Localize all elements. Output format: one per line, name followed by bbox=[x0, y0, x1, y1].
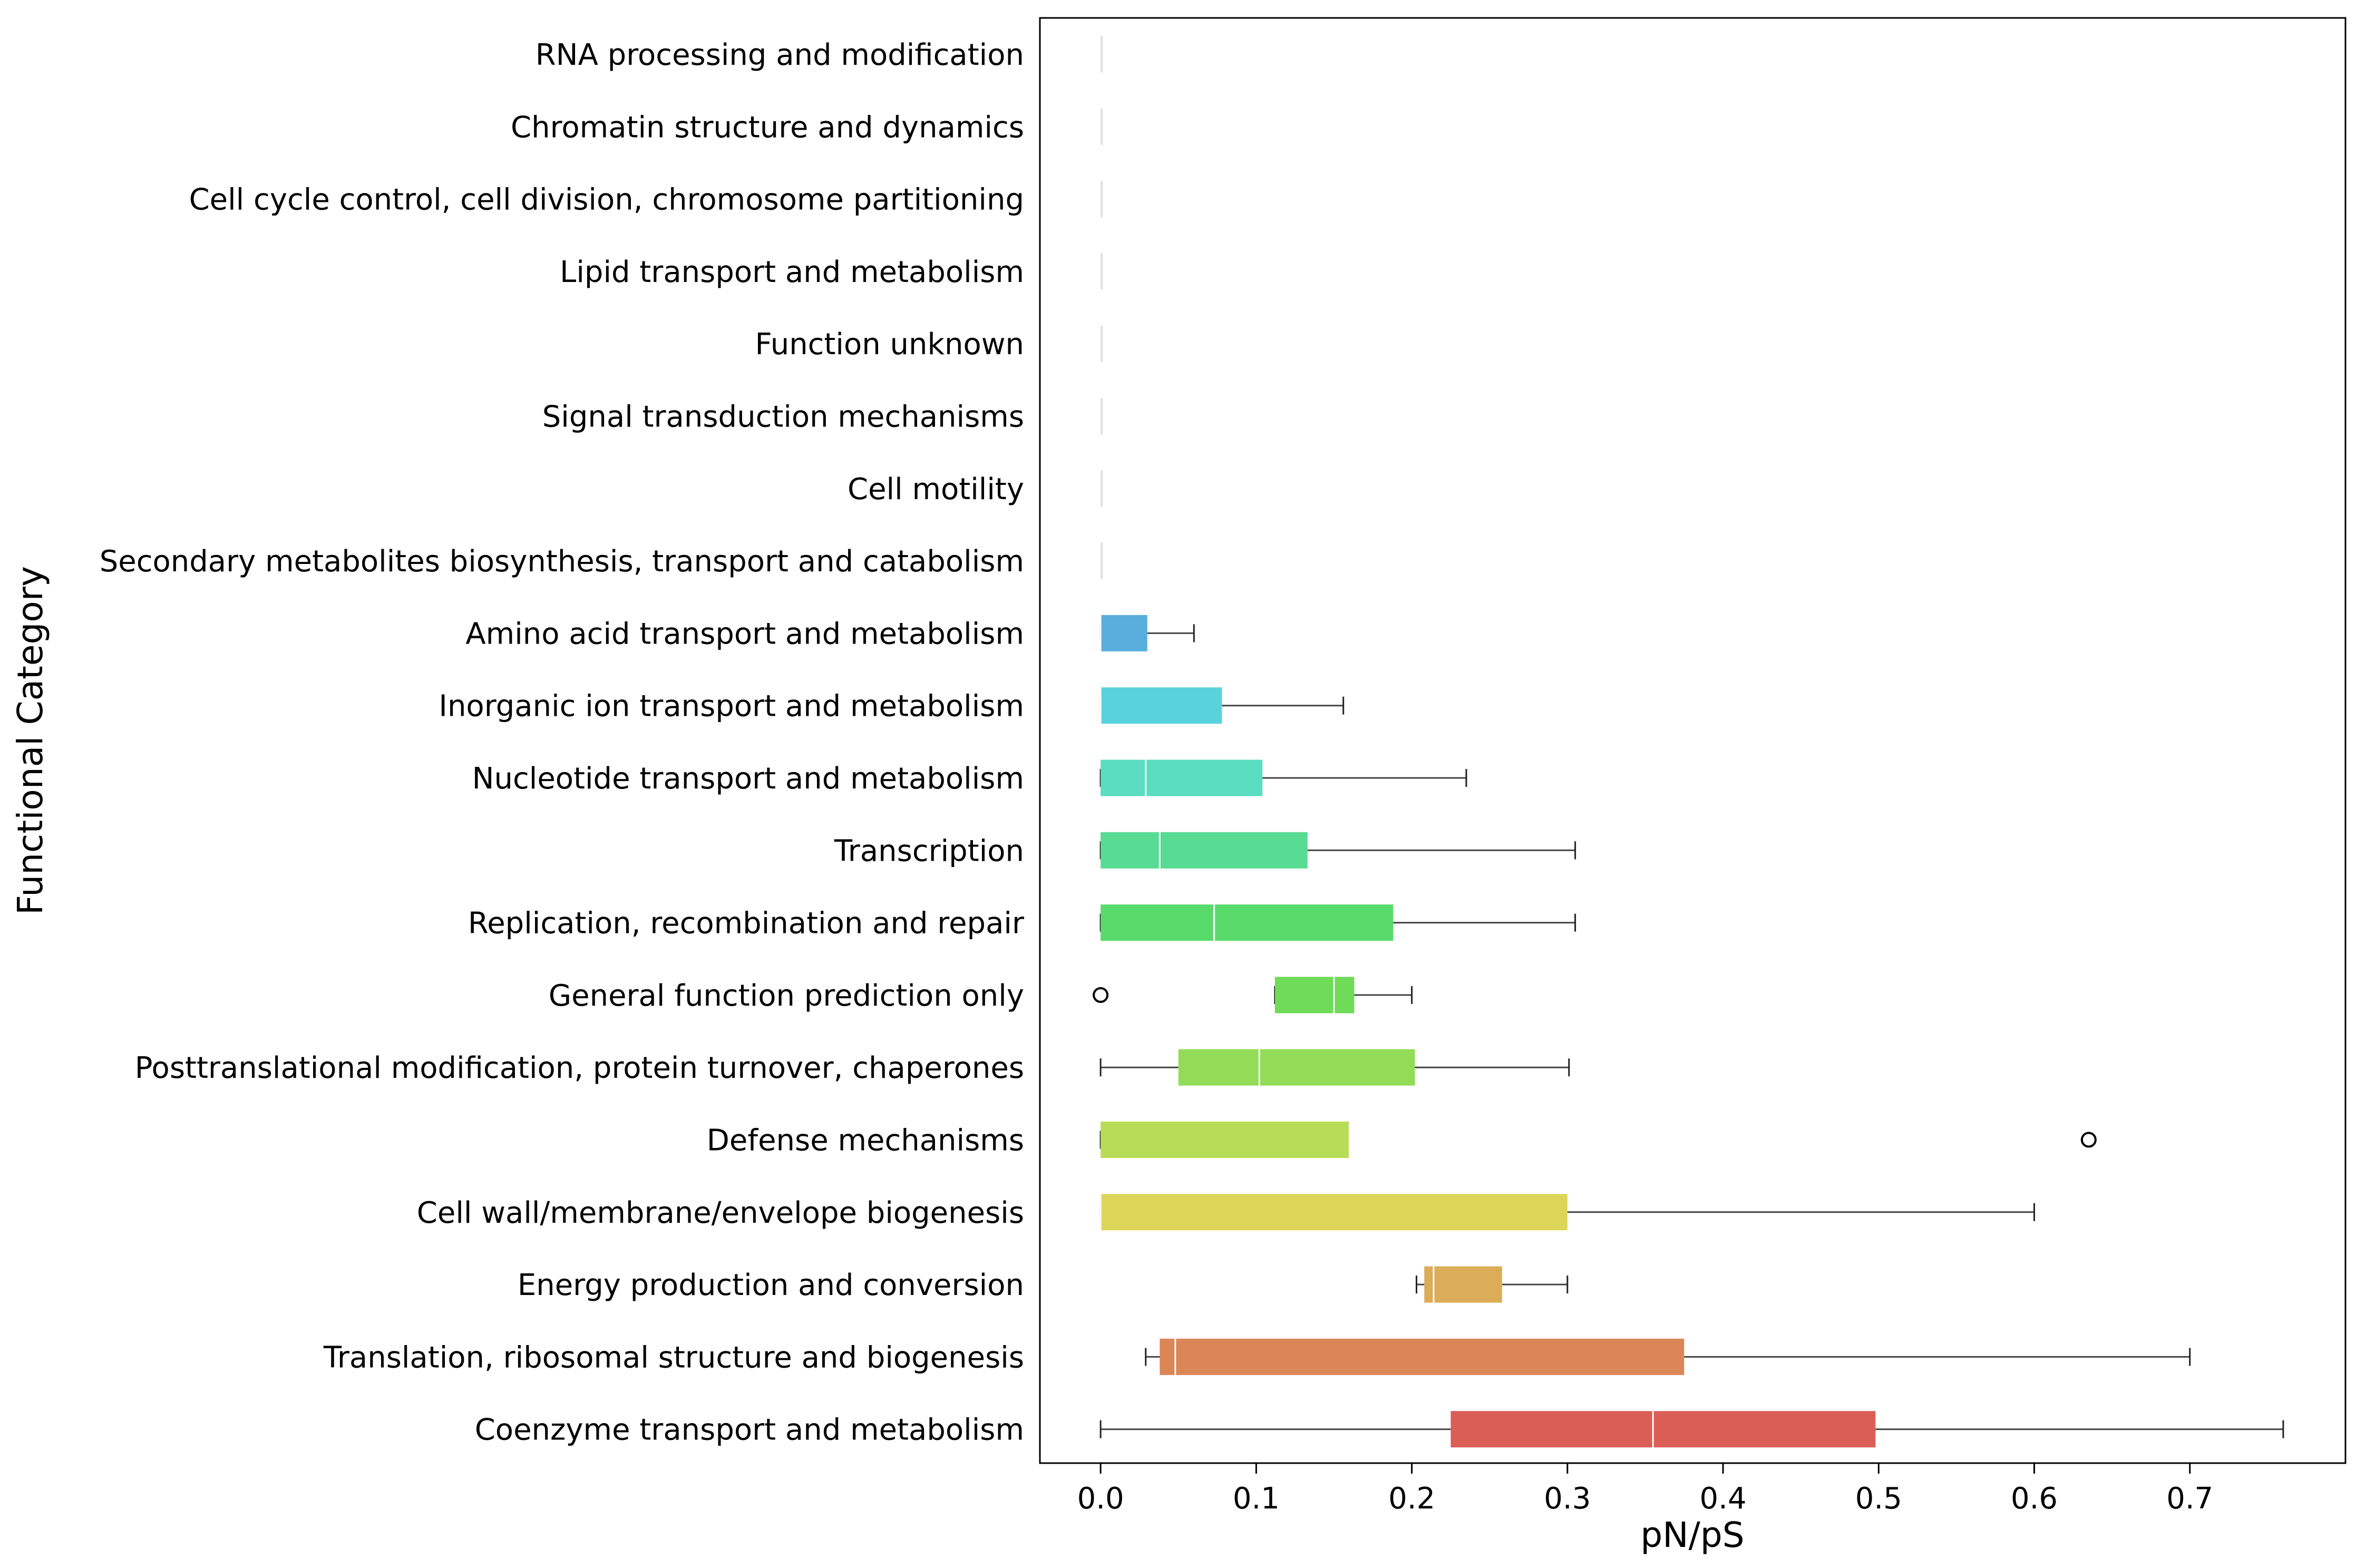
iqr-box bbox=[1101, 253, 1103, 290]
iqr-box bbox=[1101, 1122, 1350, 1158]
iqr-box bbox=[1101, 832, 1308, 869]
iqr-box bbox=[1101, 108, 1103, 145]
box-group bbox=[1099, 687, 1345, 724]
category-label: Transcription bbox=[834, 834, 1024, 868]
category-label: Energy production and conversion bbox=[518, 1268, 1024, 1302]
category-label: General function prediction only bbox=[549, 979, 1024, 1013]
box-group bbox=[1415, 1266, 1569, 1303]
x-tick-label: 0.4 bbox=[1700, 1482, 1747, 1516]
x-tick-label: 0.6 bbox=[2011, 1482, 2058, 1516]
x-ticks: 0.0 0.1 0.2 0.3 0.4 0.5 0.6 0.7 bbox=[1077, 1463, 2213, 1516]
box-group bbox=[1101, 36, 1103, 73]
box-group bbox=[1145, 1338, 2191, 1375]
box-group bbox=[1099, 759, 1467, 796]
category-label: Function unknown bbox=[755, 327, 1024, 362]
x-tick-label: 0.0 bbox=[1077, 1482, 1124, 1516]
iqr-box bbox=[1101, 1194, 1568, 1231]
iqr-box bbox=[1101, 687, 1222, 724]
category-label: Cell motility bbox=[848, 472, 1024, 507]
box-group bbox=[1099, 1411, 2284, 1448]
box-group bbox=[1101, 108, 1103, 145]
box-group bbox=[1099, 1049, 1570, 1086]
plot-frame bbox=[1039, 17, 2347, 1464]
boxes-layer bbox=[1093, 36, 2284, 1448]
iqr-box bbox=[1101, 759, 1263, 796]
category-label: Nucleotide transport and metabolism bbox=[472, 762, 1024, 796]
x-tick-label: 0.7 bbox=[2166, 1482, 2213, 1516]
category-label: Chromatin structure and dynamics bbox=[511, 110, 1024, 144]
category-label: Secondary metabolites biosynthesis, tran… bbox=[100, 544, 1024, 579]
outlier-point bbox=[1093, 987, 1109, 1003]
y-axis-title: Functional Category bbox=[10, 566, 51, 915]
category-label: Translation, ribosomal structure and bio… bbox=[323, 1340, 1024, 1375]
box-group bbox=[1099, 904, 1576, 941]
category-label: Amino acid transport and metabolism bbox=[465, 617, 1024, 651]
iqr-box bbox=[1274, 977, 1355, 1014]
category-label: Cell cycle control, cell division, chrom… bbox=[189, 183, 1024, 217]
category-label: Defense mechanisms bbox=[707, 1124, 1024, 1158]
iqr-box bbox=[1101, 470, 1103, 507]
iqr-box bbox=[1101, 542, 1103, 579]
x-tick-label: 0.3 bbox=[1544, 1482, 1591, 1516]
iqr-box bbox=[1101, 398, 1103, 434]
box-group bbox=[1093, 977, 1413, 1014]
x-tick-label: 0.2 bbox=[1388, 1482, 1435, 1516]
category-label: Cell wall/membrane/envelope biogenesis bbox=[417, 1196, 1024, 1230]
iqr-box bbox=[1424, 1266, 1502, 1303]
iqr-box bbox=[1101, 615, 1147, 651]
iqr-box bbox=[1178, 1049, 1415, 1086]
iqr-box bbox=[1101, 325, 1103, 362]
outlier-point bbox=[2080, 1132, 2097, 1148]
box-group bbox=[1101, 253, 1103, 290]
iqr-box bbox=[1160, 1338, 1685, 1375]
category-label: RNA processing and modification bbox=[536, 38, 1024, 72]
box-group bbox=[1101, 470, 1103, 507]
box-group bbox=[1099, 615, 1195, 651]
box-group bbox=[1099, 832, 1576, 869]
box-group bbox=[1099, 1122, 2097, 1158]
x-tick-label: 0.5 bbox=[1855, 1482, 1902, 1516]
category-label: Inorganic ion transport and metabolism bbox=[439, 689, 1024, 724]
category-label: Coenzyme transport and metabolism bbox=[475, 1413, 1024, 1447]
category-label: Posttranslational modification, protein … bbox=[135, 1051, 1024, 1085]
box-group bbox=[1099, 1194, 2036, 1231]
iqr-box bbox=[1450, 1411, 1876, 1448]
box-group bbox=[1101, 325, 1103, 362]
category-label: Replication, recombination and repair bbox=[468, 907, 1025, 941]
box-group bbox=[1101, 542, 1103, 579]
category-labels: RNA processing and modification Chromatin… bbox=[100, 38, 1025, 1447]
x-tick-label: 0.1 bbox=[1233, 1482, 1280, 1516]
box-group bbox=[1101, 181, 1103, 218]
x-axis-title: pN/pS bbox=[1640, 1515, 1744, 1555]
category-label: Lipid transport and metabolism bbox=[560, 255, 1024, 289]
iqr-box bbox=[1101, 36, 1103, 73]
box-group bbox=[1101, 398, 1103, 434]
category-label: Signal transduction mechanisms bbox=[542, 400, 1024, 434]
iqr-box bbox=[1101, 904, 1394, 941]
iqr-box bbox=[1101, 181, 1103, 218]
